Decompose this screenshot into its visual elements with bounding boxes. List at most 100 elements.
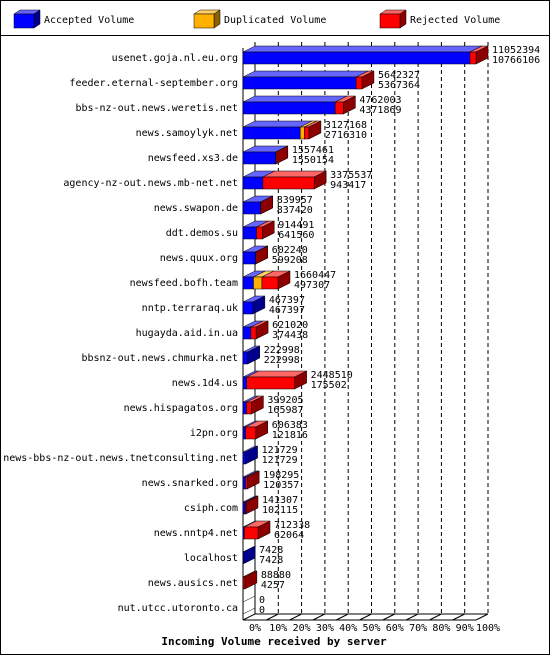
accepted-label: 102115 — [262, 505, 298, 516]
y-tick-label: news.quux.org — [160, 253, 238, 264]
accepted-label: 943417 — [330, 180, 366, 191]
y-tick-label: news.hispagatos.org — [124, 403, 238, 414]
bar — [243, 46, 482, 64]
x-tick-label: 90% — [456, 623, 474, 634]
bar-face — [243, 127, 300, 139]
y-tick-label: news.snarked.org — [142, 478, 238, 489]
accepted-label: 10766106 — [492, 55, 540, 66]
bar-face — [244, 527, 258, 539]
y-tick-label: news.1d4.us — [172, 378, 238, 389]
y-tick-label: usenet.goja.nl.eu.org — [112, 53, 238, 64]
bar-face — [335, 102, 343, 114]
bar-face — [243, 77, 356, 89]
accepted-label: 4257 — [261, 580, 285, 591]
legend-label: Duplicated Volume — [224, 15, 326, 26]
y-tick-label: agency-nz-out.news.mb-net.net — [63, 178, 238, 189]
y-tick-label: news.ausics.net — [148, 578, 238, 589]
x-tick-label: 50% — [362, 623, 380, 634]
accepted-label: 1550154 — [292, 155, 334, 166]
x-tick-label: 40% — [339, 623, 357, 634]
bar-face — [243, 327, 251, 339]
accepted-label: 7428 — [259, 555, 283, 566]
legend-label: Rejected Volume — [410, 15, 500, 26]
y-tick-label: feeder.eternal-september.org — [69, 78, 238, 89]
accepted-label: 175502 — [311, 380, 347, 391]
y-tick-label: nntp.terraraq.uk — [142, 303, 238, 314]
bar-face — [243, 452, 246, 464]
accepted-label: 121729 — [262, 455, 298, 466]
bar-face — [257, 227, 263, 239]
bar-face — [246, 402, 251, 414]
bar-face — [245, 502, 246, 514]
legend-swatch — [194, 14, 214, 28]
bar-face — [300, 127, 304, 139]
bar-face — [470, 52, 476, 64]
y-tick-label: csiph.com — [184, 503, 238, 514]
accepted-label: 497307 — [294, 280, 330, 291]
y-tick-label: localhost — [184, 553, 238, 564]
bar-face — [243, 202, 261, 214]
bar-face — [246, 427, 256, 439]
x-tick-label: 30% — [316, 623, 334, 634]
y-tick-label: i2pn.org — [190, 428, 238, 439]
bar-face — [246, 477, 248, 489]
bar-face — [243, 352, 248, 364]
accepted-label: 222998 — [264, 355, 300, 366]
bar-face — [243, 46, 482, 52]
x-tick-label: 80% — [432, 623, 450, 634]
bar-face — [356, 77, 362, 89]
bar-face — [243, 427, 246, 439]
bar-face — [243, 102, 335, 114]
x-tick-label: 70% — [409, 623, 427, 634]
y-tick-label: newsfeed.bofh.team — [130, 278, 238, 289]
legend-label: Accepted Volume — [44, 15, 134, 26]
accepted-label: 62064 — [274, 530, 304, 541]
bar-face — [243, 71, 368, 77]
bar — [243, 71, 368, 89]
accepted-label: 5367364 — [378, 80, 420, 91]
legend-swatch — [14, 14, 34, 28]
bar-face — [304, 127, 308, 139]
bar-face — [243, 477, 246, 489]
bar-face — [263, 177, 314, 189]
bar-face — [243, 402, 246, 414]
bar-face — [243, 377, 247, 389]
y-tick-label: news.swapon.de — [154, 203, 238, 214]
y-tick-label: bbsnz-out.news.chmurka.net — [81, 353, 238, 364]
y-tick-label: news.nntp4.net — [154, 528, 238, 539]
bar-face — [243, 227, 257, 239]
bar-face — [243, 152, 276, 164]
bar-face — [262, 277, 278, 289]
y-tick-label: hugayda.aid.in.ua — [136, 328, 238, 339]
bar-face — [243, 302, 253, 314]
bar-face — [243, 252, 256, 264]
bar-face — [243, 502, 245, 514]
bar — [243, 96, 347, 114]
legend-swatch — [380, 14, 400, 28]
accepted-label: 599208 — [272, 255, 308, 266]
accepted-label: 4371869 — [359, 105, 401, 116]
accepted-label: 165987 — [267, 405, 303, 416]
x-tick-label: 100% — [476, 623, 500, 634]
bar-face — [243, 577, 245, 589]
x-tick-label: 10% — [269, 623, 287, 634]
bar-face — [251, 327, 256, 339]
accepted-label: 121816 — [272, 430, 308, 441]
y-tick-label: bbs-nz-out.news.weretis.net — [75, 103, 238, 114]
x-tick-label: 0% — [249, 623, 261, 634]
bar-face — [253, 277, 261, 289]
x-axis-title: Incoming Volume received by server — [161, 635, 387, 648]
y-tick-label: ddt.demos.su — [166, 228, 238, 239]
y-tick-label: news.samoylyk.net — [136, 128, 238, 139]
bar-face — [247, 377, 295, 389]
bar — [263, 171, 326, 189]
y-tick-label: newsfeed.xs3.de — [148, 153, 238, 164]
x-tick-label: 20% — [293, 623, 311, 634]
x-tick-label: 60% — [386, 623, 404, 634]
accepted-label: 2716310 — [325, 130, 367, 141]
accepted-label: 120357 — [263, 480, 299, 491]
accepted-label: 837420 — [277, 205, 313, 216]
bar-face — [243, 177, 263, 189]
bar-face — [243, 277, 253, 289]
